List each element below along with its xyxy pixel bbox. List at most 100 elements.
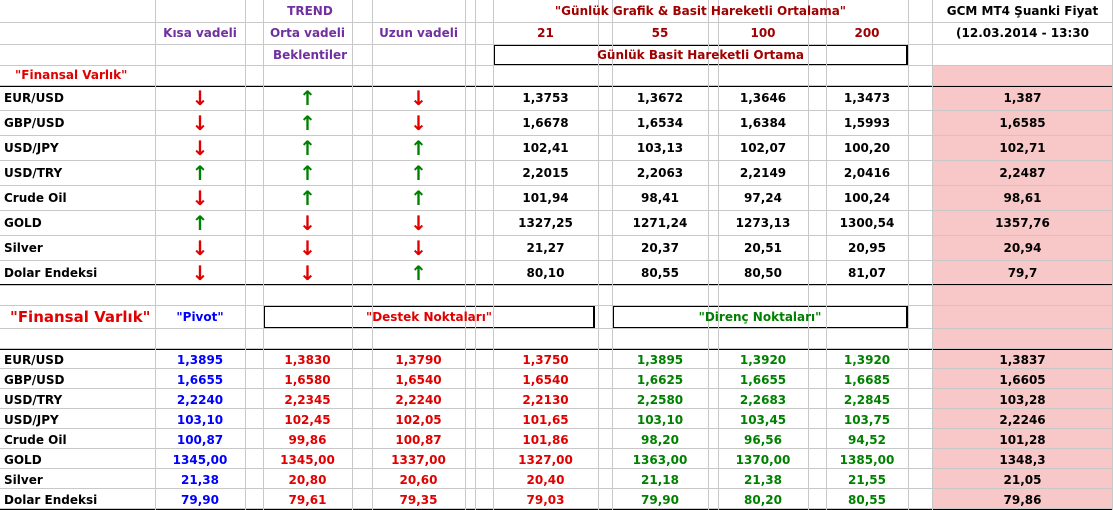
sma-value: 20,37 bbox=[641, 240, 679, 255]
support-header: "Destek Noktaları" bbox=[365, 310, 493, 324]
grid-hline bbox=[0, 388, 1113, 389]
grid-hline bbox=[0, 348, 1113, 349]
support-value: 1327,00 bbox=[518, 453, 573, 467]
grid-vline bbox=[932, 0, 933, 510]
pivot-value: 1,6655 bbox=[176, 373, 224, 387]
long-term-header: Uzun vadeli bbox=[379, 26, 458, 40]
support-value: 79,03 bbox=[526, 493, 565, 507]
grid-hline bbox=[0, 44, 1113, 45]
grid-vline bbox=[352, 0, 353, 510]
sma-label: Günlük Basit Hareketli Ortama bbox=[597, 47, 804, 62]
current-price: 102,71 bbox=[999, 140, 1046, 155]
grid-vline bbox=[718, 0, 719, 510]
support-value: 100,87 bbox=[395, 433, 442, 447]
trend-arrow: ↓ bbox=[410, 85, 427, 110]
resistance-value: 80,55 bbox=[848, 493, 886, 507]
resistance-value: 1,3895 bbox=[636, 353, 684, 367]
asset-name: Dolar Endeksi bbox=[4, 493, 98, 507]
support-value: 79,35 bbox=[399, 493, 438, 507]
grid-hline bbox=[0, 368, 1113, 369]
support-value: 79,61 bbox=[288, 493, 327, 507]
sma-value: 20,51 bbox=[744, 240, 782, 255]
asset-name: Crude Oil bbox=[4, 433, 67, 447]
grid-vline bbox=[612, 0, 613, 510]
resistance-value: 103,10 bbox=[636, 413, 684, 427]
current-price: 2,2246 bbox=[999, 413, 1046, 427]
asset-name: Dolar Endeksi bbox=[4, 265, 98, 280]
sma-value: 1300,54 bbox=[839, 215, 895, 230]
grid-vline bbox=[826, 0, 827, 510]
trend-arrow: ↑ bbox=[299, 160, 316, 185]
current-price: 98,61 bbox=[1003, 190, 1042, 205]
current-price: 2,2487 bbox=[999, 165, 1046, 180]
sma-value: 80,10 bbox=[526, 265, 565, 280]
grid-vline bbox=[708, 0, 709, 510]
grid-hline bbox=[0, 235, 1113, 236]
trend-arrow: ↓ bbox=[191, 235, 209, 260]
sma-value: 2,2063 bbox=[636, 165, 684, 180]
grid-hline bbox=[0, 428, 1113, 429]
period-header: 100 bbox=[750, 26, 776, 40]
grid-hline bbox=[0, 408, 1113, 409]
sma-value: 97,24 bbox=[744, 190, 782, 205]
section-label: "Finansal Varlık" bbox=[15, 68, 128, 82]
asset-name: USD/TRY bbox=[4, 165, 63, 180]
resistance-value: 1,6655 bbox=[739, 373, 787, 387]
support-value: 102,05 bbox=[395, 413, 442, 427]
support-value: 2,2240 bbox=[395, 393, 442, 407]
asset-name: GOLD bbox=[4, 215, 42, 230]
sma-value: 1,3473 bbox=[843, 90, 891, 105]
resistance-value: 98,20 bbox=[641, 433, 679, 447]
grid-hline bbox=[0, 22, 1113, 23]
trend-arrow: ↑ bbox=[191, 210, 209, 235]
price-title: GCM MT4 Şuanki Fiyat bbox=[946, 4, 1099, 18]
resistance-value: 94,52 bbox=[848, 433, 886, 447]
current-price: 1,387 bbox=[1003, 90, 1042, 105]
resistance-value: 21,55 bbox=[848, 473, 886, 487]
resistance-value: 96,56 bbox=[744, 433, 782, 447]
support-value: 20,40 bbox=[526, 473, 565, 487]
sma-value: 2,2015 bbox=[522, 165, 569, 180]
sma-value: 1,3672 bbox=[636, 90, 684, 105]
trend-arrow: ↑ bbox=[410, 185, 427, 210]
sma-value: 103,13 bbox=[636, 140, 684, 155]
support-value: 1337,00 bbox=[391, 453, 446, 467]
resistance-value: 2,2580 bbox=[636, 393, 684, 407]
asset-name: Crude Oil bbox=[4, 190, 67, 205]
grid-hline bbox=[0, 210, 1113, 211]
current-price: 79,7 bbox=[1007, 265, 1038, 280]
trend-arrow: ↑ bbox=[410, 260, 427, 285]
asset-name: USD/TRY bbox=[4, 393, 63, 407]
support-value: 1,6540 bbox=[522, 373, 569, 387]
trend-arrow: ↑ bbox=[191, 160, 209, 185]
resistance-value: 80,20 bbox=[744, 493, 782, 507]
trend-arrow: ↑ bbox=[410, 160, 427, 185]
support-value: 1,3750 bbox=[522, 353, 569, 367]
period-header: 200 bbox=[854, 26, 880, 40]
support-value: 1,6540 bbox=[395, 373, 442, 387]
current-price: 1,3837 bbox=[999, 353, 1046, 367]
sma-value: 1327,25 bbox=[518, 215, 573, 230]
sma-value: 80,55 bbox=[641, 265, 679, 280]
sma-value: 1273,13 bbox=[735, 215, 791, 230]
grid-hline bbox=[0, 488, 1113, 489]
trend-arrow: ↓ bbox=[410, 235, 427, 260]
sma-value: 2,0416 bbox=[843, 165, 891, 180]
current-price: 21,05 bbox=[1003, 473, 1042, 487]
pivot-value: 1,3895 bbox=[176, 353, 224, 367]
trend-arrow: ↓ bbox=[191, 185, 209, 210]
support-value: 99,86 bbox=[288, 433, 327, 447]
grid-hline bbox=[0, 185, 1113, 186]
trend-arrow: ↓ bbox=[299, 210, 316, 235]
sma-value: 1,6678 bbox=[522, 115, 569, 130]
grid-hline bbox=[0, 110, 1113, 111]
grid-vline bbox=[372, 0, 373, 510]
resistance-value: 79,90 bbox=[641, 493, 679, 507]
trend-arrow: ↓ bbox=[299, 235, 316, 260]
current-price: 1357,76 bbox=[995, 215, 1050, 230]
grid-hline bbox=[0, 65, 1113, 66]
current-price: 1348,3 bbox=[999, 453, 1046, 467]
sma-value: 20,95 bbox=[848, 240, 886, 255]
trend-arrow: ↓ bbox=[191, 135, 209, 160]
